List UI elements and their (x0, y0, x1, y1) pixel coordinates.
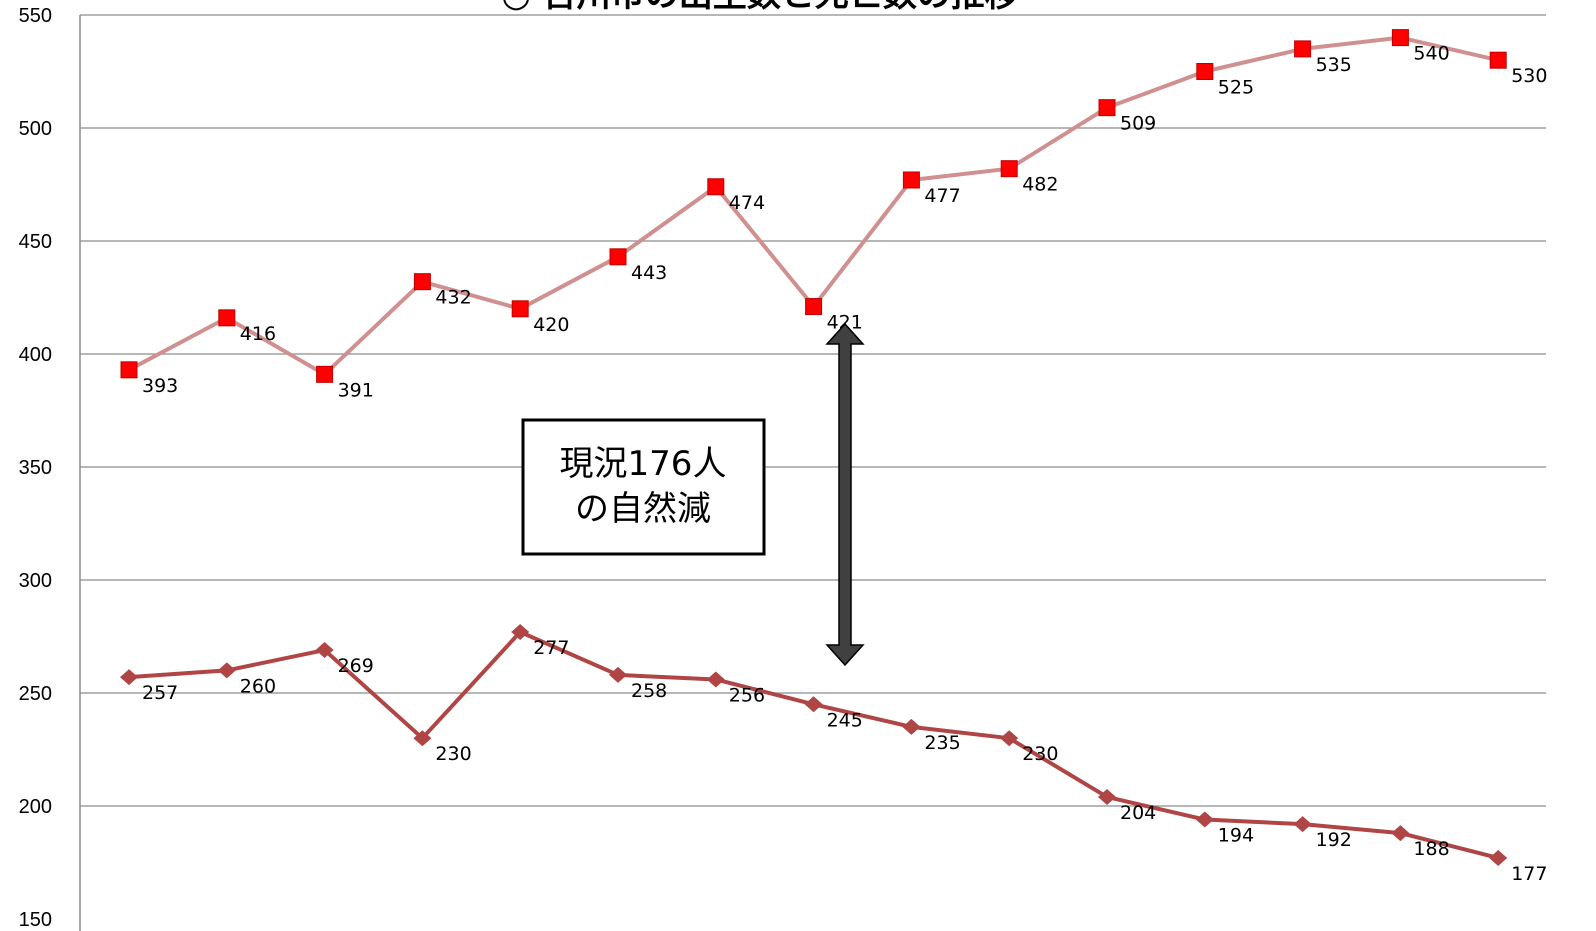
series-2-point (511, 623, 530, 640)
data-label: 277 (533, 637, 569, 659)
series-1-point (805, 298, 823, 316)
series-1-point (1391, 29, 1409, 47)
data-label: 230 (1022, 743, 1058, 765)
data-label: 258 (631, 680, 667, 702)
data-label: 530 (1511, 65, 1547, 87)
data-label: 235 (924, 732, 960, 754)
series-1-point (1196, 63, 1214, 80)
y-axis: 150 200 250 300 350 400 450 500 550 (19, 5, 81, 931)
series-2-point (902, 718, 921, 735)
data-label: 535 (1316, 54, 1352, 76)
series-2-point (120, 669, 138, 686)
series-layer (120, 29, 1508, 866)
series-2-point (413, 730, 432, 747)
data-label: 393 (142, 375, 178, 397)
data-label: 474 (729, 192, 765, 214)
data-label: 416 (240, 323, 276, 345)
data-label: 421 (827, 312, 863, 334)
series-1-point (120, 361, 138, 379)
y-tick-label: 350 (19, 457, 52, 479)
series-2-point (315, 642, 334, 659)
data-label: 420 (533, 314, 569, 336)
series-2-point (1391, 825, 1410, 842)
data-label: 525 (1218, 77, 1254, 99)
y-tick-label: 550 (19, 5, 52, 27)
data-labels: 393 416 391 432 420 443 474 421 477 482 509 525 535 5… (142, 43, 1547, 885)
series-2-point (1098, 788, 1116, 805)
data-label: 177 (1511, 863, 1547, 885)
data-label: 230 (435, 743, 471, 765)
series-1-point (1489, 51, 1507, 69)
series-line-2 (128, 629, 1499, 860)
data-label: 269 (338, 655, 374, 677)
series-2-point (1293, 816, 1312, 833)
data-label: 443 (631, 262, 667, 284)
annotation-box: 現況176人 の自然減 (521, 418, 766, 556)
y-tick-label: 400 (19, 344, 52, 366)
annotation-line-1: 現況176人 (560, 444, 727, 484)
data-label: 260 (240, 675, 276, 697)
y-tick-label: 200 (19, 796, 52, 818)
data-label: 477 (924, 185, 960, 207)
data-label: 432 (435, 287, 471, 309)
gridlines (80, 14, 1546, 807)
series-1-point (1000, 160, 1018, 178)
data-label: 245 (827, 709, 863, 731)
series-2-point (217, 662, 236, 679)
series-1-point (511, 300, 529, 318)
series-1-point (316, 365, 334, 383)
data-label: 204 (1120, 802, 1156, 824)
series-2-point (1489, 849, 1508, 866)
double-arrow-icon (825, 322, 865, 667)
y-tick-label: 300 (19, 570, 52, 592)
y-tick-label: 250 (19, 683, 52, 705)
data-label: 540 (1413, 43, 1449, 65)
annotation-line-2: の自然減 (575, 489, 711, 529)
series-1-point (1098, 99, 1116, 117)
series-1-point (413, 273, 431, 291)
series-2-point (609, 666, 627, 683)
data-label: 192 (1316, 829, 1352, 851)
series-2-point (1195, 811, 1214, 828)
series-1-point (902, 171, 920, 189)
series-2-point (706, 671, 725, 688)
data-label: 256 (729, 684, 765, 706)
data-label: 194 (1218, 825, 1254, 847)
series-2-point (804, 696, 823, 713)
series-line-1 (128, 35, 1499, 377)
data-label: 391 (338, 379, 374, 401)
data-label: 188 (1413, 838, 1449, 860)
data-label: 509 (1120, 113, 1156, 135)
series-1-point (609, 248, 627, 266)
series-1-point (707, 178, 725, 196)
series-2-point (1000, 730, 1019, 747)
data-label: 482 (1022, 174, 1058, 196)
data-label: 257 (142, 682, 178, 704)
series-1-point (218, 309, 236, 327)
series-1-point (1294, 40, 1312, 58)
y-tick-label: 150 (19, 909, 52, 931)
chart-title: ○ 吾川市の出生数と死亡数の推移 (501, 0, 1019, 15)
y-tick-label: 500 (19, 118, 52, 140)
y-tick-label: 450 (19, 231, 52, 253)
